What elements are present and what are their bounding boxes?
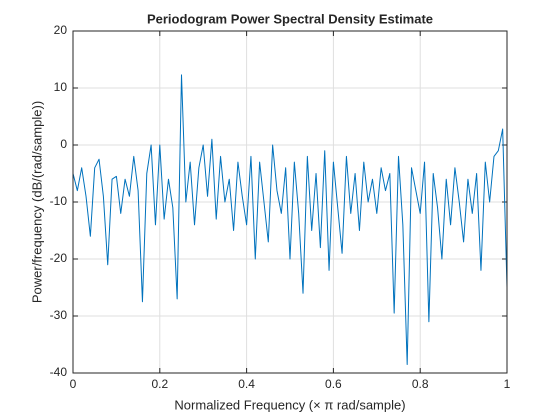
y-tick-label: -10 xyxy=(50,194,68,208)
x-tick-label: 0.4 xyxy=(238,377,255,391)
y-tick-label: -20 xyxy=(50,251,68,265)
y-axis-label: Power/frequency (dB/(rad/sample)) xyxy=(29,101,44,303)
y-tick-label: 20 xyxy=(54,23,68,37)
y-tick-label: 10 xyxy=(54,80,68,94)
y-tick-label: -30 xyxy=(50,308,68,322)
x-axis-label: Normalized Frequency (× π rad/sample) xyxy=(174,397,405,412)
x-tick-label: 0.8 xyxy=(412,377,429,391)
data-line xyxy=(72,74,508,365)
x-tick-label: 1 xyxy=(504,377,511,391)
x-tick-label: 0.2 xyxy=(151,377,168,391)
y-tick-label: 0 xyxy=(60,137,67,151)
y-tick-label: -40 xyxy=(50,365,68,379)
chart-title: Periodogram Power Spectral Density Estim… xyxy=(147,11,433,26)
x-tick-label: 0 xyxy=(70,377,77,391)
x-tick-label: 0.6 xyxy=(325,377,342,391)
plot-frame xyxy=(72,30,508,374)
